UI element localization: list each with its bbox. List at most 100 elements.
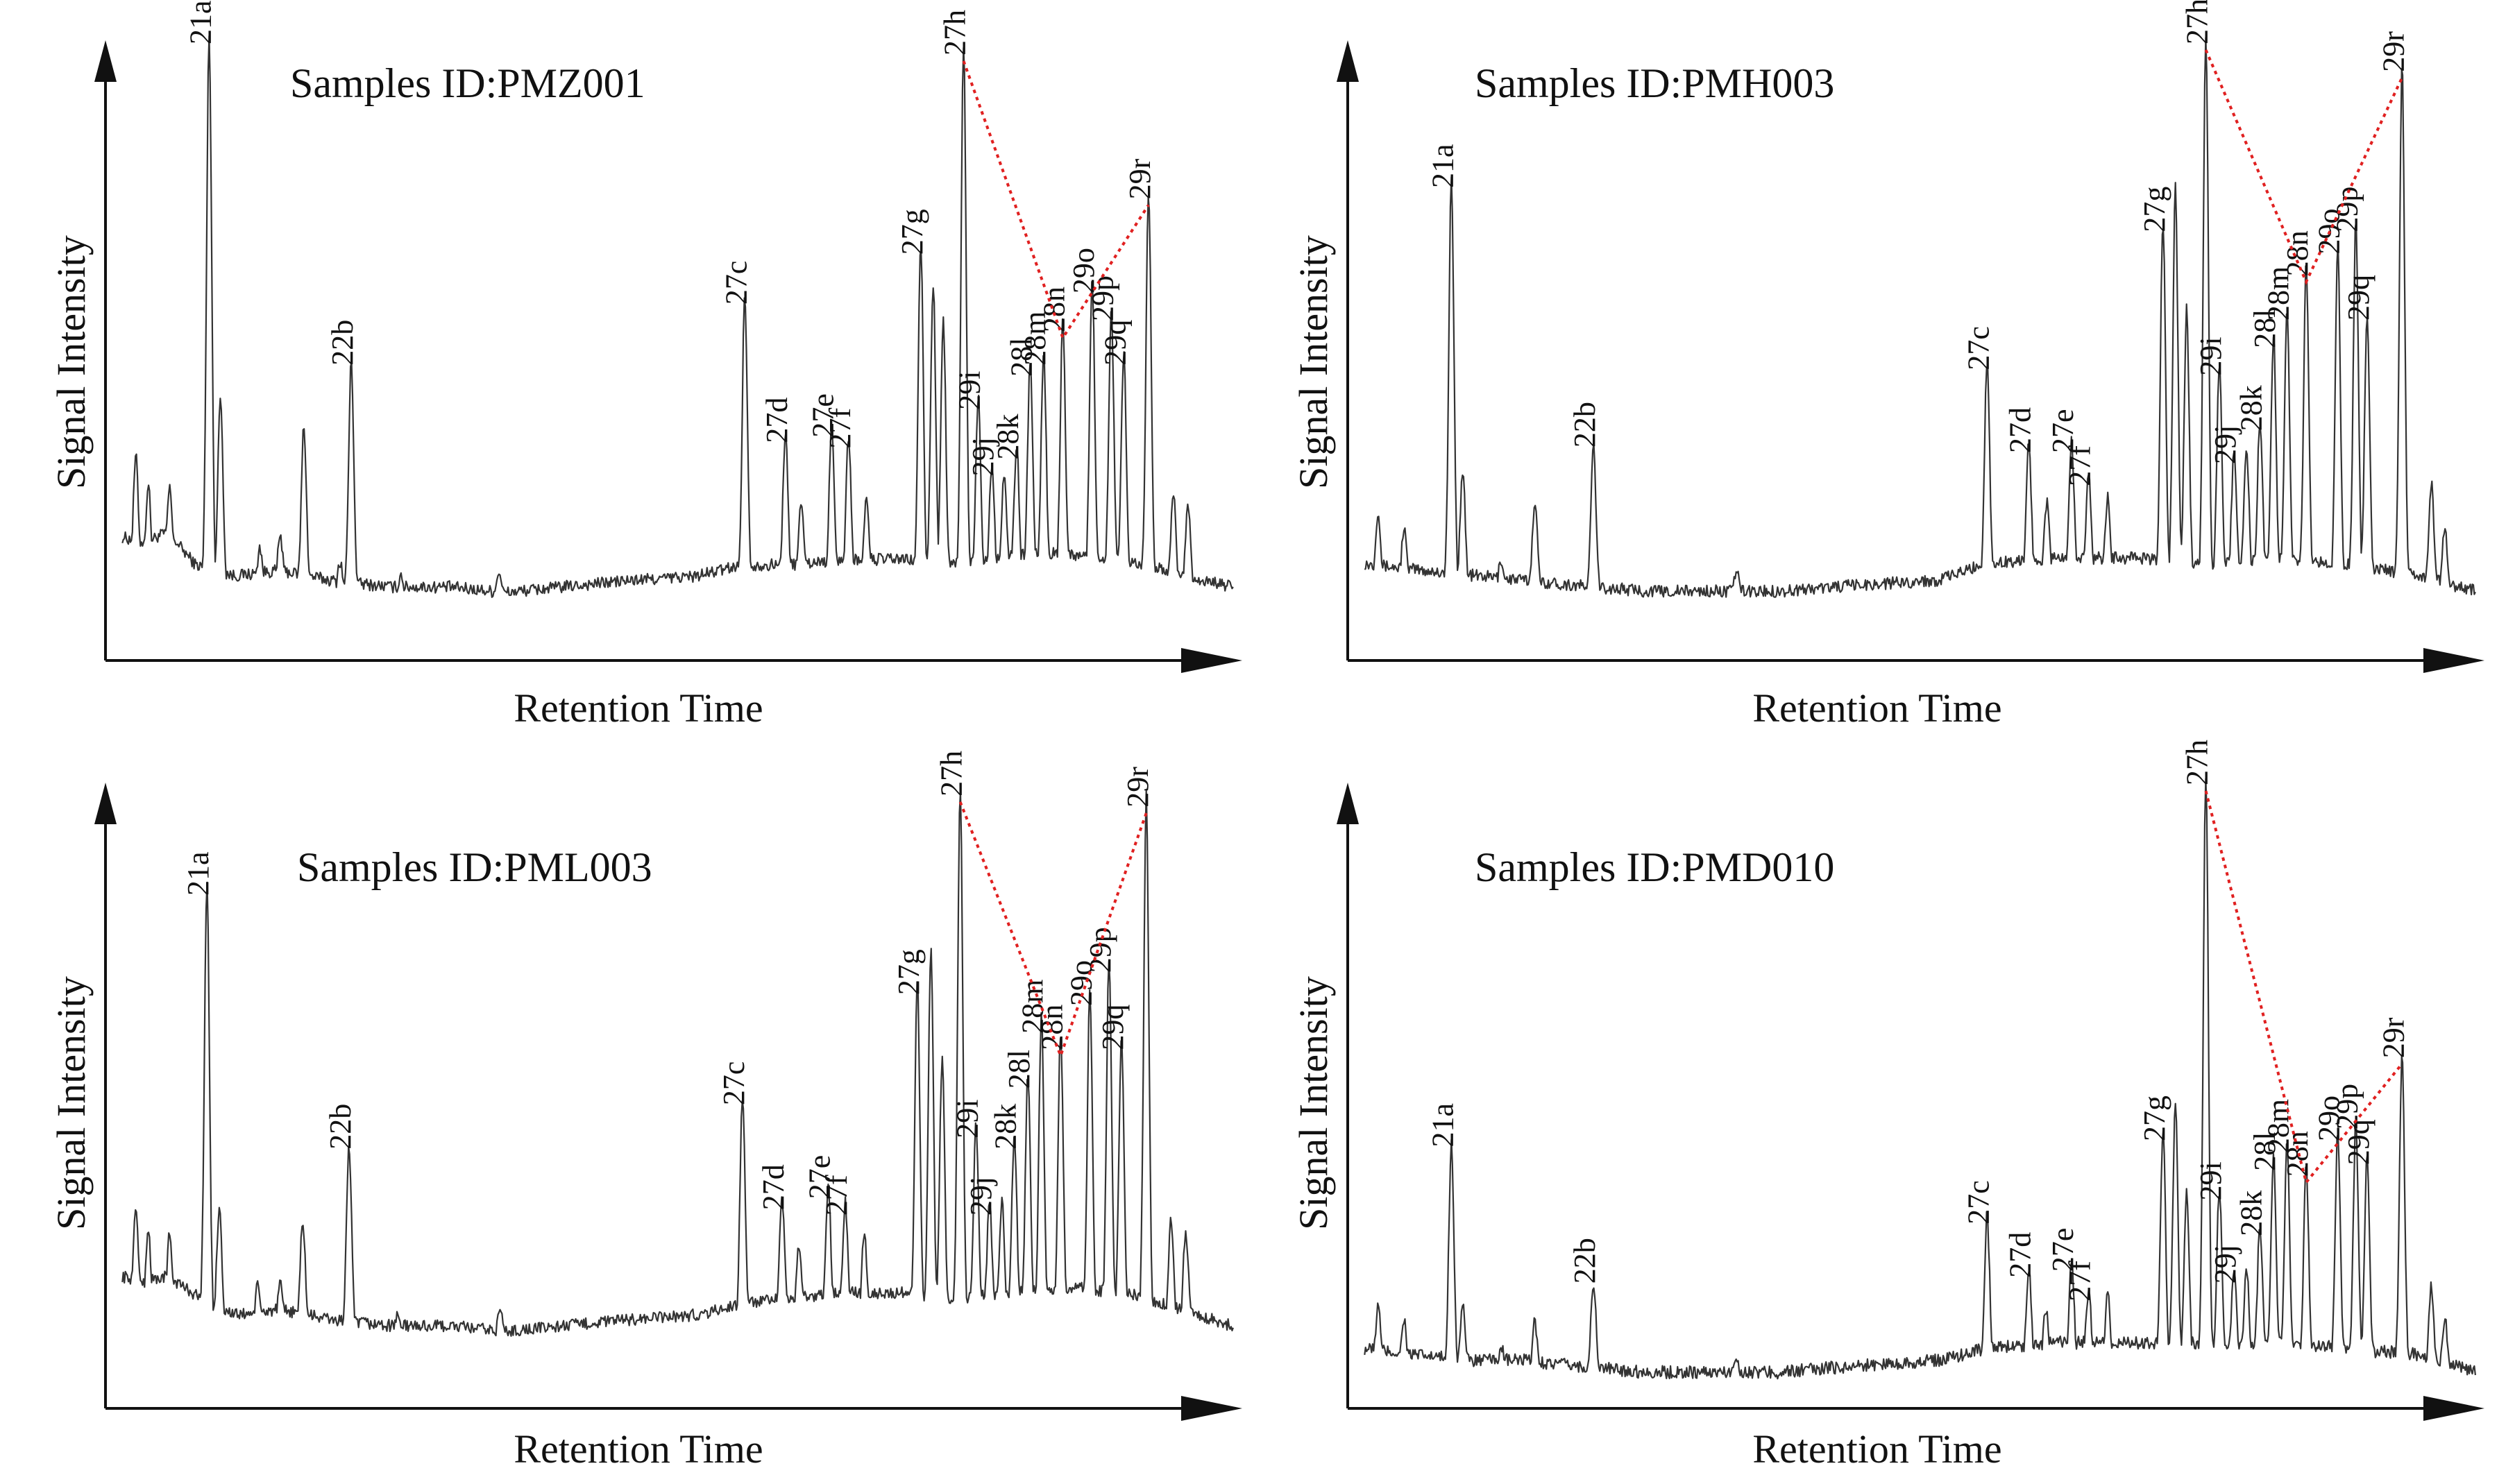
peak-label-28k: 28k [2235, 1191, 2269, 1236]
sample-title: Samples ID:PMZ001 [290, 60, 645, 106]
peak-label-27g: 27g [2137, 187, 2171, 232]
peak-label-27g: 27g [892, 949, 926, 995]
y-axis-title: Signal Intensity [1291, 235, 1336, 489]
y-axis-arrow [1337, 783, 1359, 824]
peak-label-29r: 29r [2376, 1017, 2410, 1058]
peak-label-22b: 22b [1568, 402, 1602, 447]
peak-label-29q: 29q [1098, 320, 1132, 366]
peak-label-27c: 27c [719, 261, 753, 305]
x-axis-arrow [1181, 648, 1242, 673]
chromatogram-trace [1364, 778, 2476, 1380]
peak-label-27f: 27f [823, 408, 857, 449]
x-axis-title: Retention Time [1752, 685, 2001, 731]
peak-label-27c: 27c [1961, 1180, 1995, 1225]
x-axis-arrow [2423, 648, 2484, 673]
trend-line [2204, 790, 2403, 1186]
y-axis-title: Signal Intensity [49, 976, 94, 1230]
peak-label-29i: 29i [2194, 1161, 2228, 1200]
peak-label-28l: 28l [2248, 1132, 2282, 1171]
x-axis-title: Retention Time [514, 1426, 763, 1472]
peak-label-29p: 29p [2330, 1084, 2364, 1129]
peak-label-28m: 28m [2262, 1099, 2296, 1153]
peak-label-27e: 27e [2046, 1228, 2080, 1272]
peak-label-29p: 29p [1085, 275, 1119, 321]
peak-label-29j: 29j [964, 1177, 998, 1216]
peak-label-22b: 22b [325, 320, 359, 366]
sample-title: Samples ID:PML003 [297, 844, 652, 890]
peak-label-27f: 27f [2063, 445, 2097, 486]
trend-line [2204, 49, 2404, 286]
peak-label-27e: 27e [806, 393, 840, 438]
peak-label-27h: 27h [938, 10, 972, 56]
peak-label-28n: 28n [1038, 287, 1072, 332]
peak-label-27d: 27d [760, 398, 794, 443]
peak-label-28m: 28m [2262, 266, 2296, 321]
peak-label-28k: 28k [989, 1104, 1023, 1150]
peak-label-27d: 27d [2003, 1232, 2037, 1278]
peak-label-28l: 28l [1002, 1050, 1036, 1089]
peak-label-27e: 27e [2046, 409, 2080, 453]
peak-label-27e: 27e [803, 1155, 837, 1200]
peak-label-27c: 27c [1961, 326, 1995, 370]
y-axis-title: Signal Intensity [49, 235, 94, 489]
sample-title: Samples ID:PMD010 [1475, 844, 1834, 890]
y-axis-arrow [94, 783, 117, 824]
peak-label-27h: 27h [2180, 740, 2215, 785]
peak-label-29i: 29i [2194, 336, 2228, 375]
peak-label-27h: 27h [935, 751, 969, 796]
peak-label-28n: 28n [1035, 1005, 1069, 1050]
y-axis-title: Signal Intensity [1291, 976, 1336, 1230]
peak-label-29q: 29q [1096, 1005, 1130, 1050]
chromatogram-panel-pmh003: Samples ID:PMH003 Retention Time Signal … [1291, 0, 2484, 731]
peak-label-22b: 22b [1568, 1238, 1602, 1283]
peak-label-27d: 27d [2003, 407, 2037, 453]
x-axis-title: Retention Time [514, 685, 763, 731]
peak-label-22b: 22b [323, 1104, 357, 1150]
x-axis-arrow [1181, 1396, 1242, 1421]
peak-label-28k: 28k [991, 414, 1025, 460]
chromatogram-trace [1364, 36, 2476, 598]
peak-label-21a: 21a [181, 851, 215, 896]
peak-label-29p: 29p [1083, 927, 1117, 973]
y-axis-arrow [1337, 40, 1359, 82]
peak-label-27d: 27d [756, 1164, 790, 1210]
sample-title: Samples ID:PMH003 [1475, 60, 1834, 106]
peak-label-21a: 21a [1425, 1103, 1459, 1148]
peak-label-28m: 28m [1018, 312, 1052, 366]
peak-label-29o: 29o [2312, 1095, 2346, 1141]
peak-label-27g: 27g [895, 209, 929, 255]
peak-label-29j: 29j [2208, 1245, 2242, 1283]
x-axis-arrow [2423, 1396, 2484, 1421]
peak-label-21a: 21a [1425, 144, 1459, 188]
peak-label-27h: 27h [2180, 0, 2215, 44]
peak-label-29q: 29q [2342, 275, 2376, 321]
peak-label-29i: 29i [950, 1100, 984, 1138]
peak-label-29r: 29r [1123, 158, 1157, 199]
peak-label-28l: 28l [1004, 338, 1038, 377]
peak-label-27f: 27f [820, 1175, 854, 1216]
peak-label-27f: 27f [2063, 1261, 2097, 1302]
peak-label-29i: 29i [953, 370, 987, 409]
chromatogram-panel-pmd010: Samples ID:PMD010 Retention Time Signal … [1291, 740, 2484, 1472]
peak-label-29j: 29j [2208, 425, 2242, 464]
peak-label-21a: 21a [183, 0, 217, 44]
peak-label-29q: 29q [2342, 1119, 2376, 1165]
peak-label-27c: 27c [717, 1061, 751, 1106]
chromatogram-trace [121, 35, 1234, 598]
peak-label-29r: 29r [2376, 31, 2410, 72]
peak-label-28l: 28l [2248, 309, 2282, 348]
trend-line [958, 801, 1148, 1060]
peak-label-29j: 29j [966, 437, 1000, 476]
chromatogram-panel-pml003: Samples ID:PML003 Retention Time Signal … [49, 751, 1242, 1472]
peak-label-28k: 28k [2235, 385, 2269, 431]
peak-label-29r: 29r [1121, 767, 1155, 808]
peak-label-28n: 28n [2280, 230, 2314, 276]
peak-label-27g: 27g [2137, 1095, 2171, 1141]
peak-label-29o: 29o [1067, 248, 1101, 293]
x-axis-title: Retention Time [1752, 1426, 2001, 1472]
